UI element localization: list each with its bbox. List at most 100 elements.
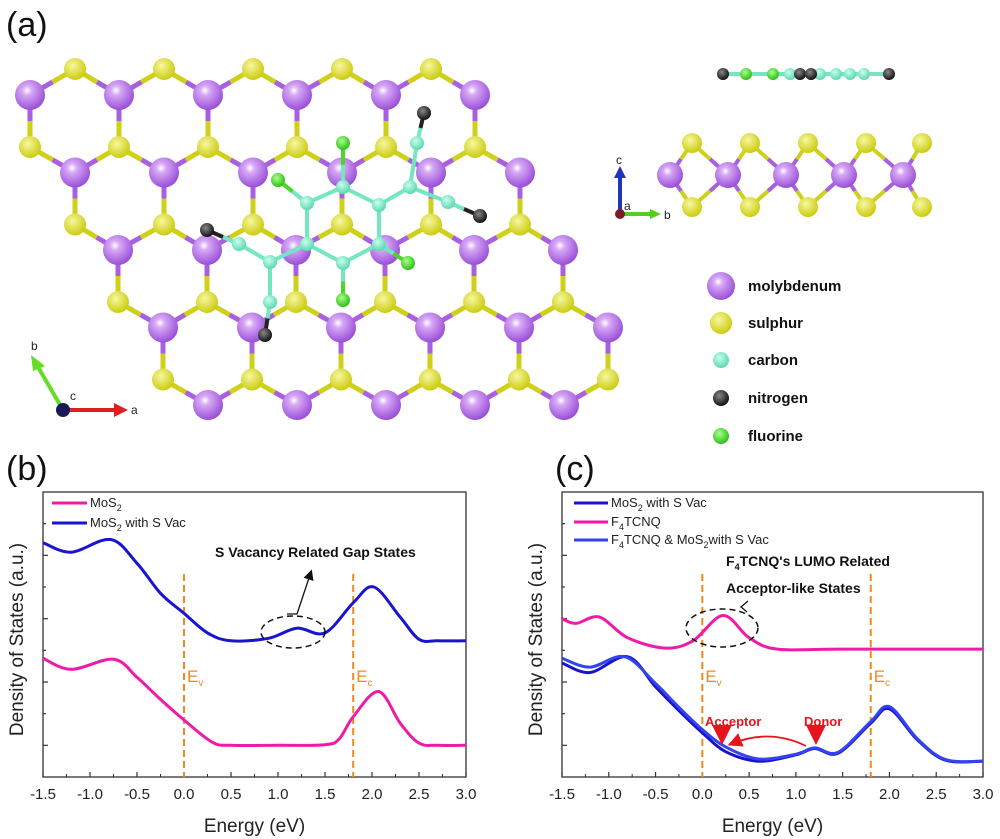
sulphur-atom: [912, 197, 932, 217]
x-tick-label: 0.0: [692, 786, 713, 803]
molybdenum-atom: [415, 312, 445, 343]
x-axis-label: Energy (eV): [204, 816, 305, 837]
molybdenum-atom: [104, 80, 134, 110]
legend-entry: MoS2: [52, 495, 122, 513]
molybdenum-atom: [504, 312, 534, 343]
carbon-atom: [844, 68, 856, 80]
carbon-atom: [300, 196, 314, 210]
carbon-atom: [372, 237, 386, 251]
side-view-structure: [657, 68, 932, 217]
legend-label: sulphur: [748, 315, 803, 332]
molybdenum-atom: [282, 80, 312, 110]
sulphur-atom: [375, 136, 397, 158]
carbon-atom: [336, 256, 350, 270]
legend-label: MoS2 with S Vac: [90, 515, 186, 533]
sulphur-atom: [196, 291, 218, 313]
top-view-axes-icon: a b c: [31, 339, 138, 417]
nitrogen-atom: [258, 328, 272, 342]
legend-entry: F4TCNQ & MoS2with S Vac: [574, 532, 769, 550]
sulphur-atom: [331, 58, 353, 80]
y-axis-label: Density of States (a.u.): [7, 543, 28, 736]
x-tick-label: 2.0: [362, 786, 383, 803]
sulphur-atom: [798, 197, 818, 217]
axis-label-c: c: [70, 389, 76, 403]
charge-transfer-arrow-icon: [727, 733, 807, 747]
sulphur-atom: [285, 291, 307, 313]
plot-area: -1.5 -1.0 -0.5 0.0 0.5 1.0 1.5 2.0 2.5 3.0 Energy …: [7, 491, 476, 837]
carbon-atom: [814, 68, 826, 80]
mos2-top-view-lattice: [15, 58, 623, 420]
x-tick-label: 1.5: [832, 786, 853, 803]
molybdenum-atom: [460, 390, 490, 420]
sulphur-atom: [242, 58, 264, 80]
x-tick-label: -1.5: [549, 786, 575, 803]
carbon-atom: [830, 68, 842, 80]
annotation-donor: Donor: [804, 714, 842, 729]
nitrogen-atom: [883, 68, 895, 80]
side-axis-label-b: b: [664, 208, 671, 222]
annotation-acceptor-like-states: Acceptor-like States: [726, 580, 861, 596]
carbon-atom-icon: [713, 352, 729, 368]
ec-label: Ec: [356, 667, 372, 689]
x-tick-label: 2.0: [879, 786, 900, 803]
carbon-atom: [263, 255, 277, 269]
sulphur-atom: [912, 133, 932, 153]
sulphur-atom: [153, 58, 175, 80]
sulphur-atom: [108, 136, 130, 158]
sulphur-atom: [107, 291, 129, 313]
nitrogen-atom: [200, 223, 214, 237]
carbon-atom: [858, 68, 870, 80]
f4tcnq-molecule-top-view: [200, 106, 487, 342]
ev-label: Ev: [187, 667, 203, 689]
fluorine-atom: [740, 68, 752, 80]
series-line-0: [561, 655, 984, 764]
nitrogen-atom: [473, 209, 487, 223]
molybdenum-atom: [548, 235, 578, 265]
sulphur-atom: [153, 213, 175, 236]
dos-chart-b: -1.5 -1.0 -0.5 0.0 0.5 1.0 1.5 2.0 2.5 3.0 Energy …: [7, 491, 476, 837]
sulphur-atom: [286, 136, 308, 158]
legend-nitrogen: nitrogen: [713, 390, 808, 407]
molybdenum-atom: [657, 162, 683, 188]
molybdenum-atom: [831, 162, 857, 188]
annotation-ellipse: [685, 608, 759, 648]
legend-label: MoS2 with S Vac: [611, 495, 707, 513]
plot-area: -1.5 -1.0 -0.5 0.0 0.5 1.0 1.5 2.0 2.5 3.0 Energy …: [526, 491, 994, 837]
chart-legend: MoS2 MoS2 with S Vac: [52, 495, 186, 533]
sulphur-atom: [509, 213, 531, 236]
legend-label: fluorine: [748, 428, 803, 445]
legend-label: F4TCNQ: [611, 514, 661, 532]
x-tick-label: 3.0: [973, 786, 994, 803]
sulphur-atom-icon: [710, 312, 732, 334]
annotation-arrow: [287, 569, 314, 615]
nitrogen-atom: [794, 68, 806, 80]
x-tick-label: 1.0: [785, 786, 806, 803]
fluorine-atom: [271, 173, 285, 187]
fluorine-atom-icon: [713, 428, 729, 444]
sulphur-atom: [330, 368, 352, 391]
molybdenum-atom: [773, 162, 799, 188]
molybdenum-atom: [326, 312, 356, 343]
fluorine-atom: [336, 136, 350, 150]
legend-entry: MoS2 with S Vac: [574, 495, 707, 513]
molybdenum-atom: [192, 235, 222, 265]
legend-molybdenum: molybdenum: [707, 272, 841, 300]
side-axis-label-a: a: [624, 199, 631, 213]
molybdenum-atom-icon: [707, 272, 735, 300]
x-tick-label: 0.5: [221, 786, 242, 803]
side-view-axes-icon: c a b: [614, 153, 671, 222]
molybdenum-atom: [459, 235, 489, 265]
x-tick-label: 1.5: [315, 786, 336, 803]
x-tick-label: -0.5: [124, 786, 150, 803]
sulphur-atom: [374, 291, 396, 313]
sulphur-atom: [508, 368, 530, 391]
carbon-atom: [441, 195, 455, 209]
molybdenum-atom: [593, 312, 623, 343]
nitrogen-atom: [417, 106, 431, 120]
x-tick-label: 2.5: [409, 786, 430, 803]
x-tick-label: -1.0: [77, 786, 103, 803]
annotation-ellipse: [260, 615, 326, 649]
carbon-atom: [403, 180, 417, 194]
series-line-1: [561, 614, 983, 652]
